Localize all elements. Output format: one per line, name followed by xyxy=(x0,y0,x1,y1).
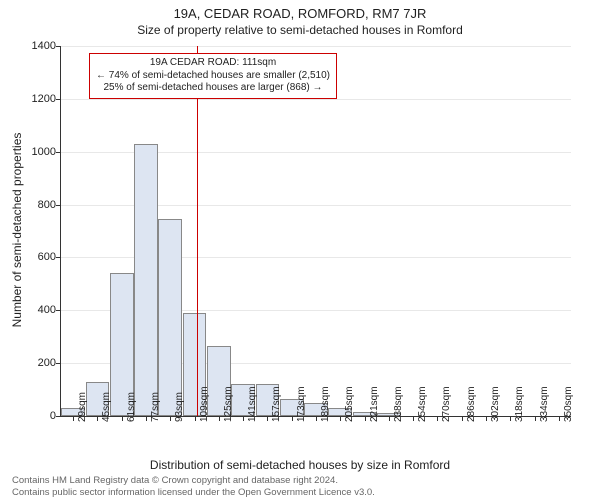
annotation-line: 25% of semi-detached houses are larger (… xyxy=(96,82,330,95)
y-tick-label: 800 xyxy=(16,199,56,211)
chart-title-sub: Size of property relative to semi-detach… xyxy=(0,21,600,37)
x-tick-mark xyxy=(73,416,74,421)
x-tick-mark xyxy=(267,416,268,421)
x-tick-mark xyxy=(535,416,536,421)
y-tick-mark xyxy=(56,99,61,100)
reference-line xyxy=(197,46,198,416)
y-tick-mark xyxy=(56,205,61,206)
annotation-box: 19A CEDAR ROAD: 111sqm← 74% of semi-deta… xyxy=(89,53,337,99)
x-tick-label: 350sqm xyxy=(563,386,574,422)
x-tick-label: 141sqm xyxy=(247,386,258,422)
x-tick-label: 125sqm xyxy=(223,386,234,422)
x-tick-mark xyxy=(195,416,196,421)
x-tick-mark xyxy=(122,416,123,421)
x-tick-mark xyxy=(413,416,414,421)
y-axis-label: Number of semi-detached properties xyxy=(10,133,24,328)
x-tick-label: 205sqm xyxy=(344,386,355,422)
annotation-line: 19A CEDAR ROAD: 111sqm xyxy=(96,57,330,70)
y-tick-label: 400 xyxy=(16,304,56,316)
footer-line-2: Contains public sector information licen… xyxy=(12,487,375,498)
y-tick-mark xyxy=(56,310,61,311)
x-tick-mark xyxy=(462,416,463,421)
x-tick-label: 334sqm xyxy=(539,386,550,422)
y-tick-mark xyxy=(56,416,61,417)
x-tick-mark xyxy=(486,416,487,421)
footer-attribution: Contains HM Land Registry data © Crown c… xyxy=(12,475,375,498)
gridline xyxy=(61,46,571,47)
x-tick-mark xyxy=(340,416,341,421)
x-tick-mark xyxy=(170,416,171,421)
y-tick-mark xyxy=(56,46,61,47)
x-tick-label: 29sqm xyxy=(77,392,88,422)
x-tick-label: 77sqm xyxy=(150,392,161,422)
y-tick-label: 0 xyxy=(16,410,56,422)
x-tick-label: 238sqm xyxy=(393,386,404,422)
histogram-bar xyxy=(134,144,158,416)
x-tick-label: 109sqm xyxy=(199,386,210,422)
chart-wrapper: 19A, CEDAR ROAD, ROMFORD, RM7 7JR Size o… xyxy=(0,0,600,500)
y-tick-mark xyxy=(56,363,61,364)
y-tick-label: 1000 xyxy=(16,146,56,158)
y-tick-label: 200 xyxy=(16,357,56,369)
y-tick-mark xyxy=(56,152,61,153)
x-tick-label: 189sqm xyxy=(320,386,331,422)
x-tick-mark xyxy=(365,416,366,421)
x-tick-label: 286sqm xyxy=(466,386,477,422)
y-tick-label: 600 xyxy=(16,251,56,263)
plot-area: 020040060080010001200140029sqm45sqm61sqm… xyxy=(60,46,571,417)
x-axis-label: Distribution of semi-detached houses by … xyxy=(0,458,600,472)
y-tick-label: 1400 xyxy=(16,40,56,52)
y-tick-mark xyxy=(56,257,61,258)
footer-line-1: Contains HM Land Registry data © Crown c… xyxy=(12,475,375,486)
chart-title-main: 19A, CEDAR ROAD, ROMFORD, RM7 7JR xyxy=(0,0,600,21)
x-tick-mark xyxy=(437,416,438,421)
x-tick-mark xyxy=(559,416,560,421)
annotation-line: ← 74% of semi-detached houses are smalle… xyxy=(96,70,330,83)
x-tick-label: 254sqm xyxy=(417,386,428,422)
x-tick-mark xyxy=(146,416,147,421)
x-tick-mark xyxy=(510,416,511,421)
y-tick-label: 1200 xyxy=(16,93,56,105)
x-tick-mark xyxy=(219,416,220,421)
x-tick-mark xyxy=(243,416,244,421)
x-tick-mark xyxy=(97,416,98,421)
x-tick-label: 302sqm xyxy=(490,386,501,422)
x-tick-mark xyxy=(292,416,293,421)
x-tick-mark xyxy=(316,416,317,421)
x-tick-label: 45sqm xyxy=(101,392,112,422)
x-tick-label: 93sqm xyxy=(174,392,185,422)
gridline xyxy=(61,99,571,100)
x-tick-label: 173sqm xyxy=(296,386,307,422)
histogram-bar xyxy=(158,219,182,416)
x-tick-label: 221sqm xyxy=(369,386,380,422)
x-tick-label: 157sqm xyxy=(271,386,282,422)
x-tick-label: 318sqm xyxy=(514,386,525,422)
x-tick-mark xyxy=(389,416,390,421)
x-tick-label: 61sqm xyxy=(126,392,137,422)
x-tick-label: 270sqm xyxy=(441,386,452,422)
